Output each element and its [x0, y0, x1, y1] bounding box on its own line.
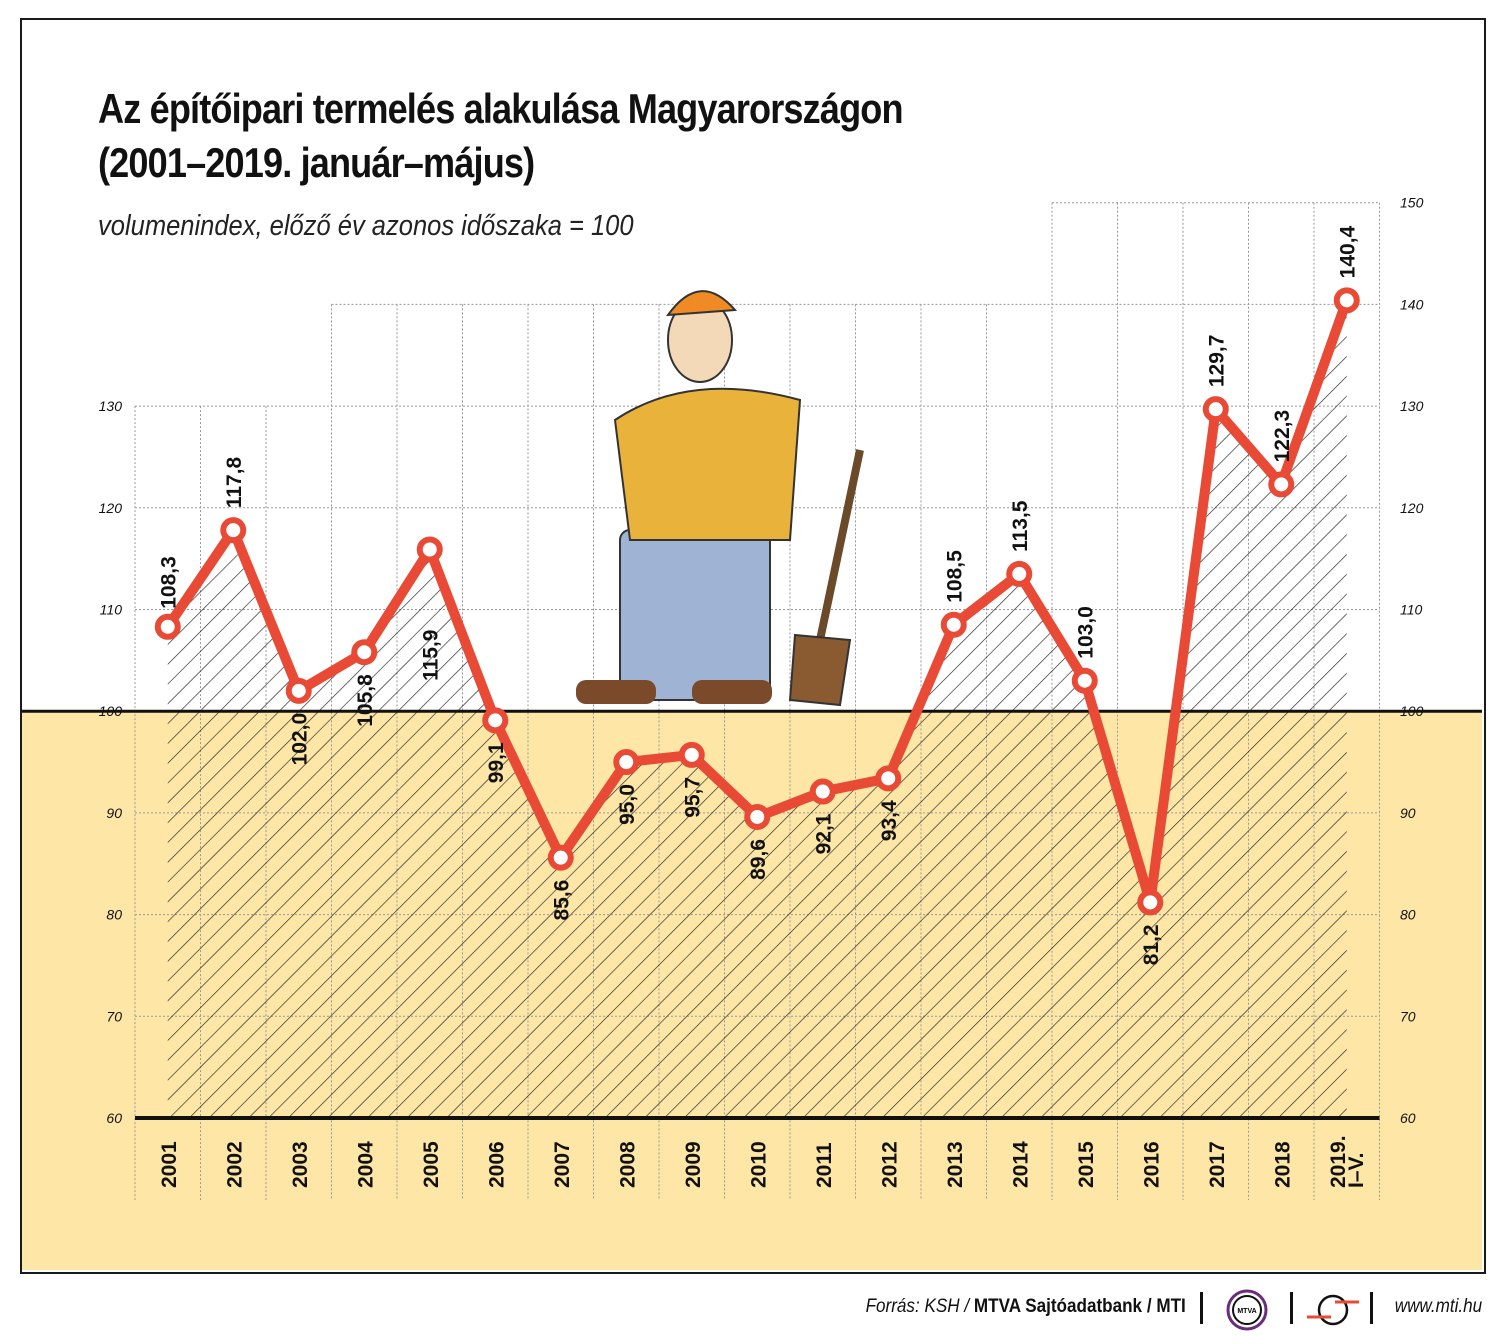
x-tick-label: 2017 — [1206, 1141, 1229, 1188]
x-tick-label: 2010 — [747, 1141, 770, 1188]
y-tick-left: 60 — [106, 1110, 122, 1126]
data-label: 129,7 — [1206, 335, 1229, 388]
hatched-area — [167, 300, 1347, 1118]
x-tick-label: 2014 — [1009, 1141, 1032, 1188]
mti-logo-icon — [1307, 1294, 1359, 1326]
website-url: www.mti.hu — [1394, 1296, 1482, 1317]
data-label: 85,6 — [551, 880, 574, 921]
x-tick-label: 2015 — [1075, 1141, 1098, 1188]
data-point — [678, 741, 705, 768]
y-tick-left: 100 — [99, 703, 123, 719]
y-tick-left: 70 — [106, 1008, 122, 1024]
divider — [1290, 1292, 1293, 1324]
data-label: 113,5 — [1009, 500, 1032, 552]
y-tick-left: 80 — [106, 907, 122, 923]
data-label: 81,2 — [1140, 924, 1163, 965]
x-tick-label: 2005 — [420, 1141, 443, 1188]
x-tick-label: 2002 — [223, 1141, 246, 1188]
data-label: 105,8 — [354, 674, 377, 727]
data-point — [220, 517, 247, 544]
y-tick-left: 130 — [99, 398, 123, 414]
source-bank: MTVA Sajtóadatbank — [974, 1296, 1143, 1317]
title-line-2: (2001–2019. január–május) — [98, 139, 535, 186]
x-tick-label: 2018 — [1271, 1141, 1294, 1188]
divider — [1370, 1292, 1373, 1324]
source-prefix: Forrás: KSH / — [865, 1296, 975, 1317]
y-tick-right: 110 — [1400, 602, 1423, 618]
y-tick-right: 90 — [1400, 805, 1416, 821]
footer: Forrás: KSH / MTVA Sajtóadatbank / MTI M… — [0, 1289, 1504, 1331]
y-tick-left: 120 — [99, 500, 123, 516]
y-tick-left: 90 — [106, 805, 122, 821]
data-point — [809, 778, 836, 805]
data-point — [1071, 667, 1098, 694]
data-label: 108,5 — [944, 550, 967, 603]
data-point — [613, 749, 640, 776]
x-tick-label: 2007 — [551, 1141, 574, 1188]
x-tick-label: 2012 — [878, 1141, 901, 1188]
data-label: 117,8 — [223, 456, 246, 508]
title-line-1: Az építőipari termelés alakulása Magyaro… — [98, 85, 904, 132]
x-tick-label: 2001 — [158, 1141, 181, 1188]
data-label: 95,7 — [682, 777, 705, 818]
data-point — [482, 707, 509, 734]
data-point — [154, 613, 181, 640]
data-point — [875, 765, 902, 792]
data-point — [940, 611, 967, 638]
data-label: 102,0 — [289, 713, 312, 766]
x-tick-label: 2008 — [616, 1141, 639, 1188]
data-label: 140,4 — [1337, 225, 1360, 278]
chart-title: Az építőipari termelés alakulása Magyaro… — [98, 82, 904, 190]
y-tick-left: 110 — [100, 602, 123, 618]
y-tick-right: 70 — [1400, 1008, 1416, 1024]
worker-illustration — [576, 290, 864, 707]
data-label: 93,4 — [878, 800, 901, 841]
x-tick-label: 2003 — [289, 1141, 312, 1188]
y-tick-right: 80 — [1400, 907, 1416, 923]
source-credit: Forrás: KSH / MTVA Sajtóadatbank / MTI — [866, 1296, 1186, 1318]
mtva-logo-icon: MTVA — [1226, 1289, 1268, 1331]
data-label: 99,1 — [485, 742, 508, 783]
x-tick-label: 2011 — [813, 1142, 836, 1188]
data-label: 95,0 — [616, 784, 639, 825]
data-point — [1137, 889, 1164, 916]
data-point — [744, 803, 771, 830]
data-label: 108,3 — [158, 556, 181, 609]
y-tick-right: 140 — [1400, 296, 1424, 312]
data-label: 89,6 — [747, 839, 770, 880]
x-tick-label: 2013 — [944, 1141, 967, 1188]
data-label: 103,0 — [1075, 606, 1098, 659]
data-point — [1333, 287, 1360, 314]
data-point — [285, 677, 312, 704]
divider — [1200, 1292, 1203, 1324]
y-tick-right: 130 — [1400, 398, 1424, 414]
data-point — [351, 639, 378, 666]
data-point — [547, 844, 574, 871]
data-point — [1268, 471, 1295, 498]
data-label: 92,1 — [813, 813, 836, 854]
data-point — [416, 536, 443, 563]
x-tick-label: 2006 — [485, 1141, 508, 1188]
x-tick-label: 2009 — [682, 1141, 705, 1188]
y-tick-right: 60 — [1400, 1110, 1416, 1126]
data-point — [1202, 396, 1229, 423]
x-tick-label: I–V. — [1345, 1153, 1368, 1188]
x-tick-label: 2004 — [354, 1141, 377, 1188]
x-tick-label: 2016 — [1140, 1141, 1163, 1188]
svg-text:MTVA: MTVA — [1237, 1308, 1256, 1315]
x-tick-label: 2019. — [1327, 1135, 1350, 1188]
y-tick-right: 150 — [1400, 195, 1424, 211]
y-tick-right: 100 — [1400, 703, 1424, 719]
data-label: 122,3 — [1271, 410, 1294, 463]
chart-subtitle: volumenindex, előző év azonos időszaka =… — [98, 210, 634, 242]
data-label: 115,9 — [420, 629, 443, 680]
data-point — [1006, 560, 1033, 587]
y-tick-right: 120 — [1400, 500, 1424, 516]
source-mti: / MTI — [1142, 1296, 1186, 1317]
